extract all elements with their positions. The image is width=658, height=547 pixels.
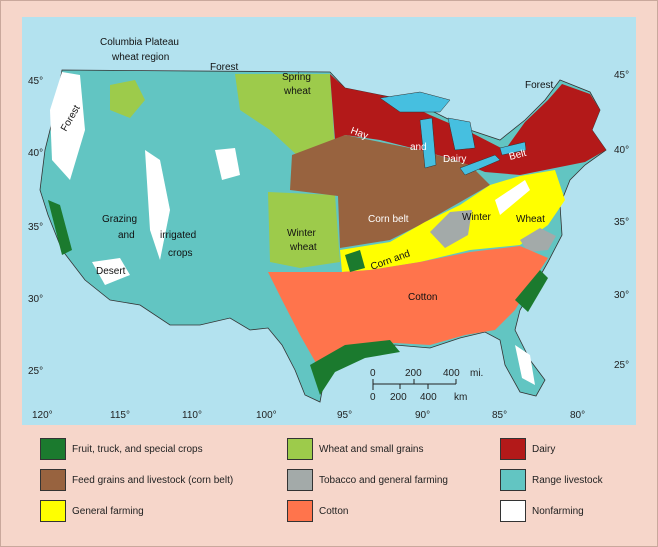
legend-label: Range livestock xyxy=(532,474,603,486)
legend: Fruit, truck, and special crops Wheat an… xyxy=(0,430,658,540)
legend-swatch xyxy=(500,469,526,491)
legend-item-nonfarming: Nonfarming xyxy=(500,500,584,522)
label-wheat-region: wheat region xyxy=(111,52,169,63)
label-winter-wheat-2: wheat xyxy=(289,242,317,253)
legend-swatch xyxy=(287,500,313,522)
lon-100: 100° xyxy=(256,410,277,421)
lat-left-45: 45° xyxy=(28,76,43,87)
lat-right-45: 45° xyxy=(614,70,629,81)
legend-label: Wheat and small grains xyxy=(319,443,424,455)
lat-right-35: 35° xyxy=(614,217,629,228)
lon-95: 95° xyxy=(337,410,352,421)
legend-item-feed-grains: Feed grains and livestock (corn belt) xyxy=(40,469,233,491)
region-fruit-ca xyxy=(48,200,72,255)
legend-swatch xyxy=(40,438,66,460)
region-fruit-gulf xyxy=(310,340,400,395)
region-nonfarming-sierra xyxy=(145,150,170,260)
lat-left-35: 35° xyxy=(28,222,43,233)
region-corn-belt xyxy=(290,135,490,248)
label-grazing: Grazing xyxy=(102,214,137,225)
legend-swatch xyxy=(500,438,526,460)
lon-120: 120° xyxy=(32,410,53,421)
label-wheat-spring: wheat xyxy=(283,86,311,97)
lon-115: 115° xyxy=(110,410,130,421)
label-desert: Desert xyxy=(96,266,126,277)
legend-item-tobacco: Tobacco and general farming xyxy=(287,469,448,491)
scale-mi-0: 0 xyxy=(370,368,376,379)
label-forest-nw: Forest xyxy=(210,62,239,73)
legend-label: Fruit, truck, and special crops xyxy=(72,443,203,455)
label-dairy: Dairy xyxy=(443,154,466,165)
legend-label: Tobacco and general farming xyxy=(319,474,448,486)
region-nonfarming-appalachia xyxy=(495,180,530,215)
us-farming-regions-map: Columbia Plateau wheat region Forest For… xyxy=(22,17,636,425)
region-columbia-wheat xyxy=(110,80,145,118)
scale-km-200: 200 xyxy=(390,392,407,403)
legend-label: Cotton xyxy=(319,505,349,517)
lat-left-25: 25° xyxy=(28,366,43,377)
lake-ontario xyxy=(499,141,527,156)
scale-km-0: 0 xyxy=(370,392,376,403)
label-belt: Belt xyxy=(508,148,528,163)
scale-km-400: 400 xyxy=(420,392,437,403)
region-winter-wheat xyxy=(268,192,340,268)
label-spring: Spring xyxy=(282,72,311,83)
legend-item-range: Range livestock xyxy=(500,469,603,491)
scale-km-unit: km xyxy=(454,392,467,403)
scale-mi-400: 400 xyxy=(443,368,460,379)
region-nonfarming-desert xyxy=(92,258,130,285)
label-wheat: Wheat xyxy=(516,214,545,225)
legend-swatch xyxy=(500,500,526,522)
lat-left-40: 40° xyxy=(28,148,43,159)
label-forest-ne: Forest xyxy=(525,80,554,91)
region-fruit-la xyxy=(345,250,365,272)
legend-item-wheat: Wheat and small grains xyxy=(287,438,424,460)
region-cotton xyxy=(268,246,548,370)
region-tobacco xyxy=(430,210,472,248)
region-dairy xyxy=(330,74,606,175)
region-fruit-east xyxy=(515,270,548,312)
region-nonfarming-nw xyxy=(50,72,85,180)
scale-mi-200: 200 xyxy=(405,368,422,379)
label-crops: crops xyxy=(168,248,192,259)
label-and-hay: and xyxy=(410,142,427,153)
label-winter: Winter xyxy=(462,212,492,223)
region-nonfarming-rockies xyxy=(215,148,240,180)
legend-swatch xyxy=(287,438,313,460)
region-spring-wheat xyxy=(235,74,335,158)
lake-huron xyxy=(447,117,476,151)
legend-label: General farming xyxy=(72,505,144,517)
lake-michigan xyxy=(419,117,437,169)
lon-85: 85° xyxy=(492,410,507,421)
lake-superior xyxy=(379,91,451,113)
scale-mi-unit: mi. xyxy=(470,368,483,379)
legend-label: Feed grains and livestock (corn belt) xyxy=(72,474,234,486)
label-columbia-plateau: Columbia Plateau xyxy=(100,37,179,48)
legend-item-dairy: Dairy xyxy=(500,438,555,460)
legend-item-cotton: Cotton xyxy=(287,500,348,522)
legend-item-fruit: Fruit, truck, and special crops xyxy=(40,438,203,460)
label-cotton: Cotton xyxy=(408,292,437,303)
legend-label: Dairy xyxy=(532,443,556,455)
lat-right-40: 40° xyxy=(614,145,629,156)
region-nonfarming-fl xyxy=(515,345,535,385)
legend-swatch xyxy=(40,469,66,491)
label-corn-belt: Corn belt xyxy=(368,214,409,225)
legend-swatch xyxy=(287,469,313,491)
lat-left-30: 30° xyxy=(28,294,43,305)
lon-110: 110° xyxy=(182,410,202,421)
scale-bar xyxy=(372,379,457,390)
lake-erie xyxy=(459,154,501,176)
lat-right-30: 30° xyxy=(614,290,629,301)
label-winter-wheat-1: Winter xyxy=(287,228,317,239)
legend-item-general: General farming xyxy=(40,500,144,522)
legend-swatch xyxy=(40,500,66,522)
label-irrigated: irrigated xyxy=(160,230,196,241)
label-and-grazing: and xyxy=(118,230,135,241)
lon-80: 80° xyxy=(570,410,585,421)
lat-right-25: 25° xyxy=(614,360,629,371)
legend-label: Nonfarming xyxy=(532,505,584,517)
lon-90: 90° xyxy=(415,410,430,421)
region-tobacco-east xyxy=(520,228,556,252)
